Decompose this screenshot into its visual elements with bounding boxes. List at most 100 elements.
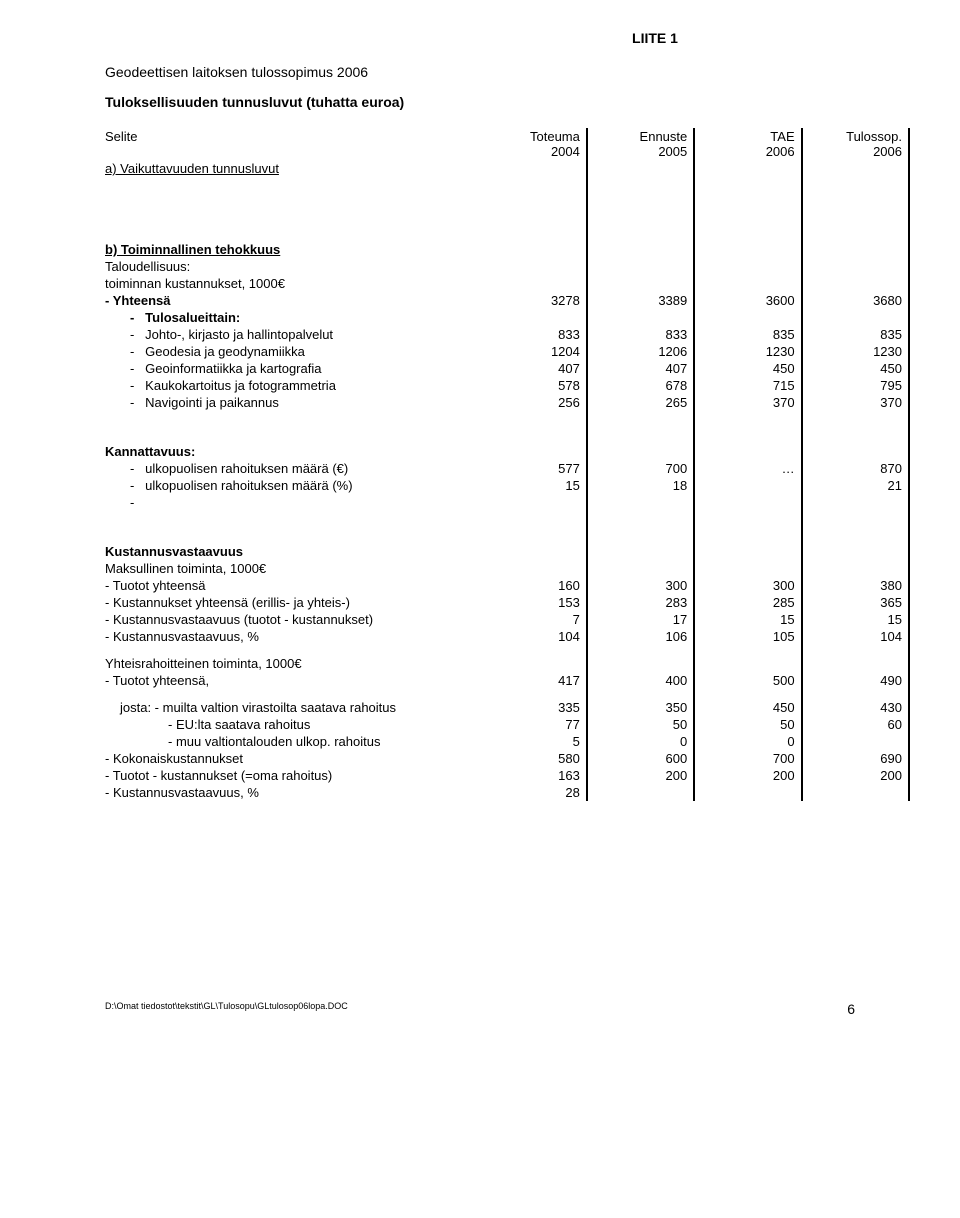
- cell: 795: [802, 377, 909, 394]
- row-label: - Kaukokartoitus ja fotogrammetria: [50, 377, 480, 394]
- cell: 3600: [694, 292, 801, 309]
- cell: 18: [587, 477, 694, 494]
- cell: 50: [587, 716, 694, 733]
- row-label: - Johto-, kirjasto ja hallintopalvelut: [50, 326, 480, 343]
- cell: 77: [480, 716, 587, 733]
- kannattavuus-title: Kannattavuus:: [50, 443, 480, 460]
- col3-header: TAE: [694, 128, 801, 144]
- cell: [802, 733, 909, 750]
- cell: 15: [694, 611, 801, 628]
- row-label: - Geoinformatiikka ja kartografia: [50, 360, 480, 377]
- cell: [694, 477, 801, 494]
- page-number: 6: [847, 1001, 855, 1017]
- footer-path: D:\Omat tiedostot\tekstit\GL\Tulosopu\GL…: [105, 1001, 348, 1017]
- josta-label: josta: - muilta valtion virastoilta saat…: [50, 699, 480, 716]
- cell: 500: [694, 672, 801, 689]
- maksullinen-label: Maksullinen toiminta, 1000€: [50, 560, 480, 577]
- col2-header: Ennuste: [587, 128, 694, 144]
- cell: 870: [802, 460, 909, 477]
- col4-year: 2006: [802, 144, 909, 160]
- cell: 833: [587, 326, 694, 343]
- cell: 104: [802, 628, 909, 645]
- cell: 450: [694, 360, 801, 377]
- cell: 300: [587, 577, 694, 594]
- cell: 835: [694, 326, 801, 343]
- cell: 106: [587, 628, 694, 645]
- cell: 400: [587, 672, 694, 689]
- cell: 450: [802, 360, 909, 377]
- cell: 153: [480, 594, 587, 611]
- cell: 1204: [480, 343, 587, 360]
- cell: 450: [694, 699, 801, 716]
- row-label: - Tuotot yhteensä,: [50, 672, 480, 689]
- cell: 350: [587, 699, 694, 716]
- cell: 285: [694, 594, 801, 611]
- cell: 163: [480, 767, 587, 784]
- cell: 17: [587, 611, 694, 628]
- cell: 3680: [802, 292, 909, 309]
- cell: 580: [480, 750, 587, 767]
- cell: 200: [587, 767, 694, 784]
- cell: 407: [587, 360, 694, 377]
- cell: 417: [480, 672, 587, 689]
- yhteensa-label: - Yhteensä: [50, 292, 480, 309]
- subtitle: Tuloksellisuuden tunnusluvut (tuhatta eu…: [105, 94, 910, 110]
- cell: 335: [480, 699, 587, 716]
- selite-header: Selite: [50, 128, 480, 144]
- section-b-title: b) Toiminnallinen tehokkuus: [50, 241, 480, 258]
- cell: 60: [802, 716, 909, 733]
- col2-year: 2005: [587, 144, 694, 160]
- col3-year: 2006: [694, 144, 801, 160]
- cell: 15: [480, 477, 587, 494]
- cell: 1206: [587, 343, 694, 360]
- cell: [587, 784, 694, 801]
- tulosalueittain-label: - Tulosalueittain:: [50, 309, 480, 326]
- row-label: - Navigointi ja paikannus: [50, 394, 480, 411]
- cell: 1230: [802, 343, 909, 360]
- cell: 700: [587, 460, 694, 477]
- row-label: - Kustannusvastaavuus, %: [50, 784, 480, 801]
- row-label: - ulkopuolisen rahoituksen määrä (%): [50, 477, 480, 494]
- cell: 160: [480, 577, 587, 594]
- col1-header: Toteuma: [480, 128, 587, 144]
- row-label: - Geodesia ja geodynamiikka: [50, 343, 480, 360]
- row-label: - Kokonaiskustannukset: [50, 750, 480, 767]
- cell: 490: [802, 672, 909, 689]
- cell: 200: [694, 767, 801, 784]
- cell: 365: [802, 594, 909, 611]
- eu-label: - EU:lta saatava rahoitus: [50, 716, 480, 733]
- data-table: Selite Toteuma Ennuste TAE Tulossop. 200…: [50, 128, 910, 801]
- row-label: - ulkopuolisen rahoituksen määrä (€): [50, 460, 480, 477]
- cell: 380: [802, 577, 909, 594]
- cell: 600: [587, 750, 694, 767]
- cell: 283: [587, 594, 694, 611]
- cell: 577: [480, 460, 587, 477]
- cell: 430: [802, 699, 909, 716]
- cell: 256: [480, 394, 587, 411]
- cell: 265: [587, 394, 694, 411]
- cell: 1230: [694, 343, 801, 360]
- cell: 700: [694, 750, 801, 767]
- yhteisrahoitteinen-label: Yhteisrahoitteinen toiminta, 1000€: [50, 655, 480, 672]
- col1-year: 2004: [480, 144, 587, 160]
- kustannusvastaavuus-title: Kustannusvastaavuus: [50, 543, 480, 560]
- cell: 3278: [480, 292, 587, 309]
- cell: 370: [694, 394, 801, 411]
- row-label: - Tuotot yhteensä: [50, 577, 480, 594]
- cell: 7: [480, 611, 587, 628]
- row-label: - Tuotot - kustannukset (=oma rahoitus): [50, 767, 480, 784]
- cell: 21: [802, 477, 909, 494]
- doc-title: Geodeettisen laitoksen tulossopimus 2006: [105, 64, 910, 80]
- cell: 28: [480, 784, 587, 801]
- cell: …: [694, 460, 801, 477]
- row-label: - Kustannusvastaavuus (tuotot - kustannu…: [50, 611, 480, 628]
- cell: 15: [802, 611, 909, 628]
- cell: 0: [694, 733, 801, 750]
- col4-header: Tulossop.: [802, 128, 909, 144]
- cell: 578: [480, 377, 587, 394]
- cell: 715: [694, 377, 801, 394]
- cell: 678: [587, 377, 694, 394]
- cell: 0: [587, 733, 694, 750]
- cell: 104: [480, 628, 587, 645]
- cell: 50: [694, 716, 801, 733]
